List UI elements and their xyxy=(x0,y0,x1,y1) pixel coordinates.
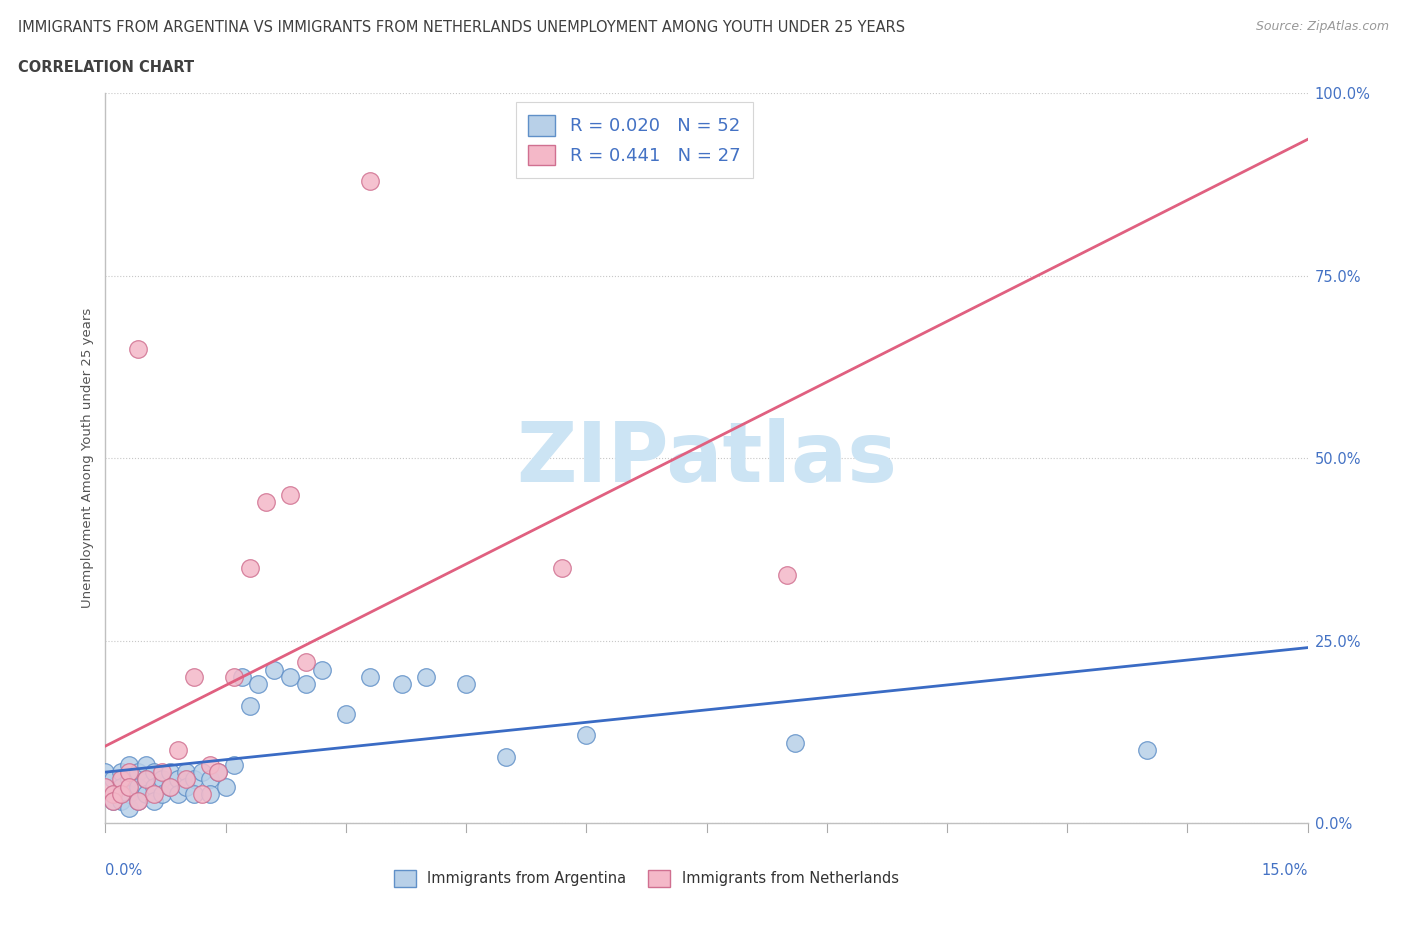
Point xyxy=(198,757,221,772)
Point xyxy=(495,750,517,764)
Point xyxy=(150,772,173,787)
Point xyxy=(127,341,149,356)
Point xyxy=(142,793,165,808)
Point xyxy=(207,764,229,779)
Point xyxy=(1136,742,1159,757)
Point xyxy=(295,677,318,692)
Point xyxy=(110,779,132,794)
Point xyxy=(335,706,357,721)
Point xyxy=(142,779,165,794)
Point xyxy=(118,764,141,779)
Point xyxy=(551,560,574,575)
Point xyxy=(246,677,269,692)
Point xyxy=(103,787,125,802)
Point xyxy=(150,764,173,779)
Point xyxy=(359,670,381,684)
Point xyxy=(110,793,132,808)
Point xyxy=(159,779,181,794)
Point xyxy=(166,742,188,757)
Point xyxy=(94,764,117,779)
Point xyxy=(118,787,141,802)
Point xyxy=(183,670,205,684)
Point xyxy=(127,793,149,808)
Point xyxy=(190,787,212,802)
Point xyxy=(127,764,149,779)
Point xyxy=(118,772,141,787)
Point xyxy=(135,757,157,772)
Point xyxy=(135,787,157,802)
Point xyxy=(214,779,236,794)
Text: CORRELATION CHART: CORRELATION CHART xyxy=(18,60,194,75)
Point xyxy=(103,793,125,808)
Point xyxy=(198,772,221,787)
Point xyxy=(359,173,381,188)
Point xyxy=(150,787,173,802)
Text: ZIPatlas: ZIPatlas xyxy=(516,418,897,498)
Point xyxy=(159,764,181,779)
Point xyxy=(239,560,262,575)
Point xyxy=(454,677,477,692)
Point xyxy=(311,662,333,677)
Point xyxy=(198,787,221,802)
Point xyxy=(142,787,165,802)
Point xyxy=(110,787,132,802)
Point xyxy=(166,787,188,802)
Point xyxy=(190,764,212,779)
Y-axis label: Unemployment Among Youth under 25 years: Unemployment Among Youth under 25 years xyxy=(82,308,94,608)
Point xyxy=(110,772,132,787)
Point xyxy=(166,772,188,787)
Point xyxy=(118,779,141,794)
Point xyxy=(103,787,125,802)
Point xyxy=(94,779,117,794)
Point xyxy=(174,772,197,787)
Point xyxy=(103,772,125,787)
Point xyxy=(183,772,205,787)
Point xyxy=(142,764,165,779)
Point xyxy=(127,779,149,794)
Point xyxy=(159,779,181,794)
Point xyxy=(222,757,245,772)
Point xyxy=(183,787,205,802)
Point xyxy=(278,670,301,684)
Text: IMMIGRANTS FROM ARGENTINA VS IMMIGRANTS FROM NETHERLANDS UNEMPLOYMENT AMONG YOUT: IMMIGRANTS FROM ARGENTINA VS IMMIGRANTS … xyxy=(18,20,905,35)
Point xyxy=(391,677,413,692)
Point xyxy=(222,670,245,684)
Text: 0.0%: 0.0% xyxy=(105,863,142,878)
Point xyxy=(174,764,197,779)
Text: Source: ZipAtlas.com: Source: ZipAtlas.com xyxy=(1256,20,1389,33)
Point xyxy=(135,772,157,787)
Point xyxy=(278,487,301,502)
Point xyxy=(254,495,277,510)
Point xyxy=(103,793,125,808)
Point xyxy=(783,736,806,751)
Point xyxy=(174,779,197,794)
Point xyxy=(118,757,141,772)
Point xyxy=(135,772,157,787)
Legend: Immigrants from Argentina, Immigrants from Netherlands: Immigrants from Argentina, Immigrants fr… xyxy=(388,864,905,893)
Point xyxy=(239,698,262,713)
Point xyxy=(415,670,437,684)
Text: 15.0%: 15.0% xyxy=(1261,863,1308,878)
Point xyxy=(575,728,598,743)
Point xyxy=(776,567,799,582)
Point xyxy=(295,655,318,670)
Point xyxy=(231,670,253,684)
Point xyxy=(127,793,149,808)
Point xyxy=(110,764,132,779)
Point xyxy=(263,662,285,677)
Point xyxy=(118,801,141,816)
Point xyxy=(207,764,229,779)
